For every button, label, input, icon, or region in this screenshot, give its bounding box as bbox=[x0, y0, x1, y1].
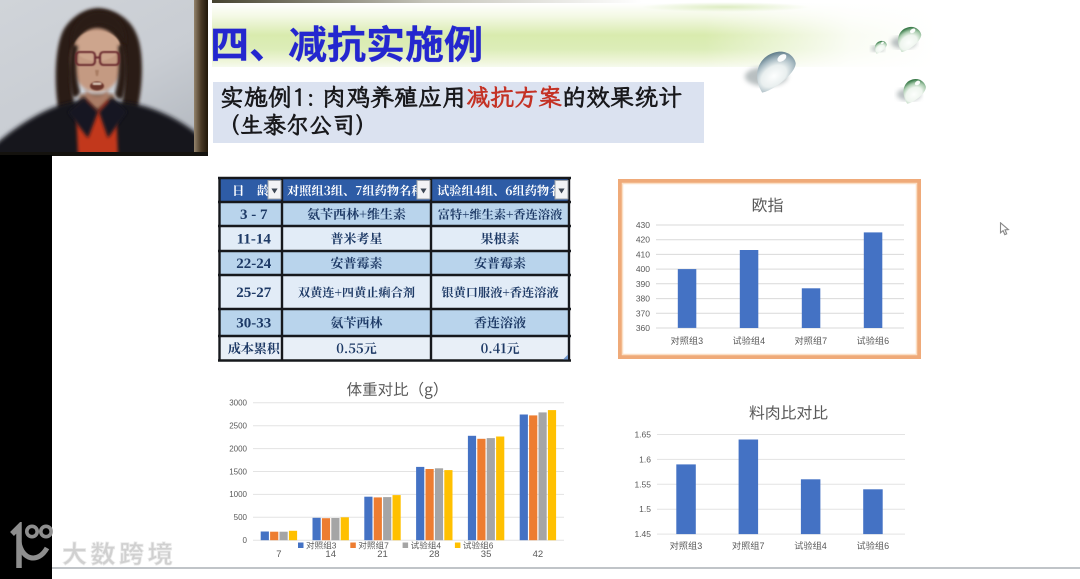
svg-text:3: 3 bbox=[332, 541, 337, 551]
svg-text:2500: 2500 bbox=[229, 422, 247, 431]
svg-text:1.5: 1.5 bbox=[639, 504, 651, 514]
svg-text:430: 430 bbox=[636, 220, 650, 230]
svg-text:7: 7 bbox=[276, 549, 281, 560]
svg-text:28: 28 bbox=[429, 549, 440, 560]
svg-text:1.45: 1.45 bbox=[634, 529, 651, 539]
svg-text:3: 3 bbox=[698, 336, 703, 346]
svg-text:22-24: 22-24 bbox=[236, 256, 271, 272]
svg-text:6: 6 bbox=[489, 541, 494, 551]
svg-text:7: 7 bbox=[822, 336, 827, 346]
svg-text:1500: 1500 bbox=[229, 467, 247, 476]
svg-text:370: 370 bbox=[636, 308, 650, 318]
svg-text:30-33: 30-33 bbox=[236, 315, 271, 331]
svg-text:1.65: 1.65 bbox=[634, 430, 651, 440]
svg-text:6: 6 bbox=[884, 336, 889, 346]
svg-text:1000: 1000 bbox=[229, 490, 247, 499]
svg-text:35: 35 bbox=[481, 549, 492, 560]
svg-text:4: 4 bbox=[822, 541, 827, 551]
svg-text:0: 0 bbox=[243, 536, 248, 545]
svg-text:7: 7 bbox=[760, 541, 765, 551]
svg-text:11-14: 11-14 bbox=[237, 231, 272, 247]
svg-text:6: 6 bbox=[884, 541, 889, 551]
svg-text:400: 400 bbox=[636, 264, 650, 274]
svg-text:14: 14 bbox=[325, 549, 336, 560]
svg-text:500: 500 bbox=[234, 513, 248, 522]
svg-text:21: 21 bbox=[377, 549, 388, 560]
svg-text:1.6: 1.6 bbox=[639, 454, 651, 464]
svg-text:25-27: 25-27 bbox=[236, 285, 271, 301]
svg-text:2000: 2000 bbox=[229, 444, 247, 453]
svg-text:380: 380 bbox=[636, 294, 650, 304]
svg-text:7: 7 bbox=[384, 541, 389, 551]
svg-text:3: 3 bbox=[697, 541, 702, 551]
svg-text:360: 360 bbox=[636, 323, 650, 333]
svg-text:1.55: 1.55 bbox=[634, 479, 651, 489]
svg-text:3000: 3000 bbox=[229, 399, 247, 408]
svg-text:3 - 7: 3 - 7 bbox=[240, 207, 268, 223]
svg-text:420: 420 bbox=[636, 235, 650, 245]
svg-text:4: 4 bbox=[760, 336, 765, 346]
svg-text:4: 4 bbox=[436, 541, 441, 551]
svg-text:410: 410 bbox=[636, 249, 650, 259]
svg-text:390: 390 bbox=[636, 279, 650, 289]
svg-text:42: 42 bbox=[533, 549, 544, 560]
